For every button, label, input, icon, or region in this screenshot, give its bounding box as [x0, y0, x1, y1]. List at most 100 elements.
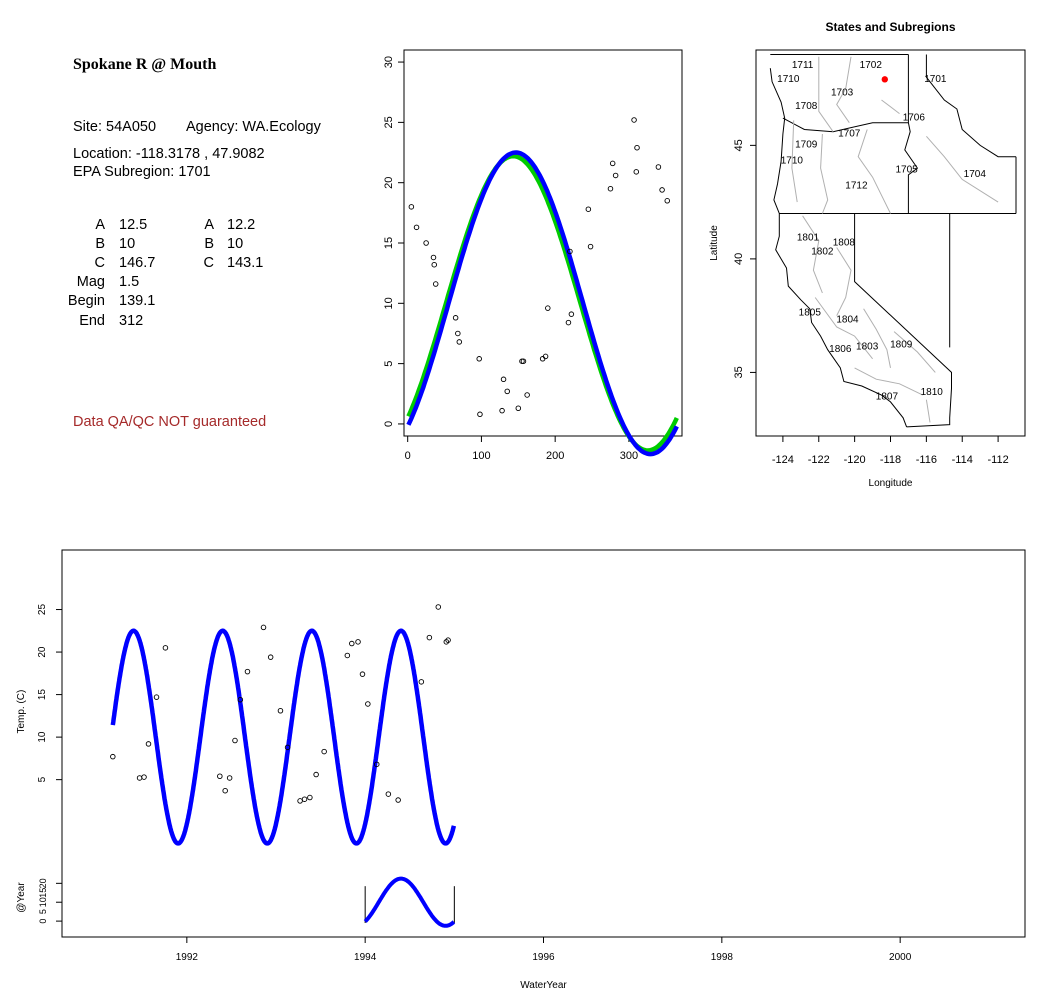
data-point [568, 311, 575, 317]
state-boundary [854, 213, 952, 428]
subregion-boundary [802, 215, 823, 294]
temp-tick-label: 15 [37, 689, 48, 701]
temp-observation [145, 741, 152, 747]
epa-subregion: EPA Subregion: 1701 [73, 164, 211, 180]
subregion-label: 1810 [921, 387, 944, 398]
subregion-label: 1803 [856, 342, 879, 353]
temp-observation [374, 761, 380, 768]
subregion-label: 1708 [795, 101, 818, 112]
data-point [585, 206, 592, 212]
inset-tick-label: 10 [38, 897, 48, 907]
subregion-label: 1701 [924, 74, 947, 85]
subregion-label: 1704 [964, 169, 987, 180]
x-tick-label: 100 [472, 450, 490, 462]
temp-observation [385, 791, 392, 797]
data-point [664, 198, 671, 204]
subregion-boundary [814, 297, 873, 360]
param-left-label: A [95, 217, 105, 233]
data-point [431, 261, 437, 268]
agency: Agency: WA.Ecology [186, 119, 321, 135]
param-left-label: C [94, 255, 105, 272]
param-left-label: Mag [76, 274, 105, 291]
data-point [520, 358, 527, 364]
subregion-boundary [836, 56, 852, 123]
subregion-boundary [791, 120, 798, 203]
subregion-boundary [857, 129, 891, 214]
subregion-boundary [881, 99, 900, 114]
param-right-label: A [204, 217, 214, 233]
x-tick-label: 200 [546, 450, 564, 462]
temp-observation [284, 744, 291, 751]
data-point [567, 248, 573, 255]
temp-observation [426, 634, 433, 641]
subregion-boundary [926, 135, 999, 203]
lon-tick-label: -114 [952, 454, 973, 466]
data-point [612, 172, 619, 179]
temp-observation [267, 654, 274, 660]
data-point [432, 281, 439, 287]
temp-tick-label: 25 [37, 604, 48, 616]
inset-tick-label: 20 [38, 878, 48, 888]
plot-frame [403, 49, 683, 437]
lat-tick-label: 45 [733, 139, 745, 151]
lon-tick-label: -122 [808, 454, 830, 466]
temp-observation [226, 775, 233, 781]
data-point [545, 305, 551, 311]
lon-tick-label: -112 [987, 454, 1008, 466]
subregion-label: 1712 [845, 181, 868, 192]
year-tick-label: 1992 [176, 952, 199, 963]
temp-observation [153, 694, 160, 700]
param-right-value: 143.1 [227, 255, 264, 272]
subregion-label: 1808 [833, 237, 856, 248]
data-point [499, 407, 505, 414]
temp-observation [313, 771, 319, 778]
data-point [413, 224, 420, 231]
data-point [565, 319, 572, 326]
temp-observation [445, 637, 451, 643]
temp-observation [237, 696, 244, 703]
param-left-value: 312 [119, 312, 144, 329]
subregion-label: 1806 [829, 344, 852, 355]
timeseries-xlabel: WaterYear [520, 980, 567, 991]
subregion-label: 1710 [777, 74, 800, 85]
temp-observation [217, 773, 223, 779]
y-tick-label: 0 [383, 421, 395, 427]
timeseries-ylabel: Temp. (C) [16, 690, 27, 734]
data-point [430, 254, 437, 261]
temp-observation [344, 652, 351, 659]
param-left-value: 1.5 [119, 274, 140, 291]
temp-observation [136, 775, 143, 781]
map-title: States and Subregions [825, 20, 955, 34]
param-left-label: Begin [67, 293, 105, 310]
data-point [607, 185, 614, 192]
map-ylabel: Latitude [709, 225, 720, 261]
subregion-label: 1807 [876, 392, 899, 403]
y-tick-label: 30 [383, 56, 395, 68]
data-point [477, 411, 483, 418]
subregion-label: 1707 [838, 128, 861, 139]
lon-tick-label: -116 [916, 454, 937, 466]
temp-tick-label: 10 [37, 731, 48, 743]
fit-curve [406, 150, 679, 457]
temp-observation [110, 753, 116, 760]
data-point [633, 169, 640, 175]
lon-tick-label: -124 [772, 454, 794, 466]
param-right-label: B [204, 236, 214, 253]
subregion-label: 1711 [792, 60, 814, 71]
inset-tick-label: 5 [38, 909, 48, 914]
temp-observation [260, 624, 267, 631]
lat-tick-label: 35 [733, 366, 745, 378]
inset-fit-curve [363, 876, 456, 928]
y-tick-label: 10 [383, 297, 395, 309]
data-point [587, 243, 594, 250]
temp-observation [418, 679, 425, 685]
subregion-boundary [836, 247, 852, 316]
data-point [631, 117, 637, 123]
data-point [634, 144, 640, 151]
data-point [452, 315, 459, 321]
data-point [455, 330, 461, 337]
temp-observation [244, 668, 251, 675]
data-point [423, 240, 429, 246]
data-point [456, 339, 463, 345]
